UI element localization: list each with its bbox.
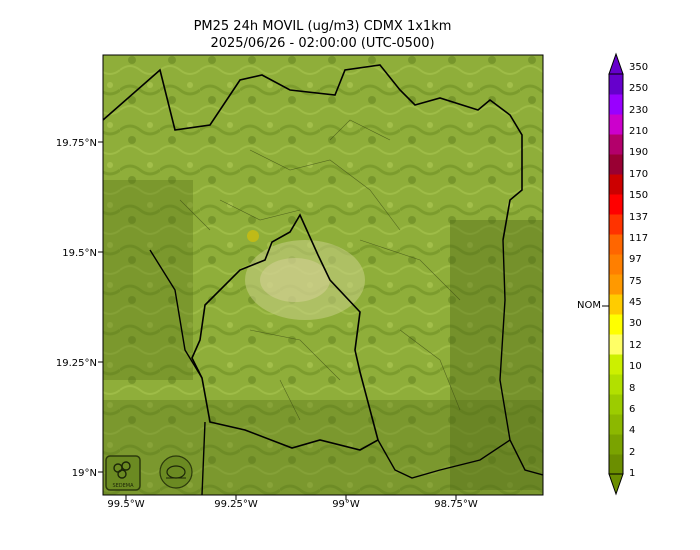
colorbar-level-label: 150 [629, 190, 649, 202]
colorbar-frame [608, 73, 624, 475]
colorbar-level-label: 170 [629, 168, 649, 180]
state-boundary-east [499, 239, 543, 476]
latitude-ticks: 19.75°N 19.5°N 19.25°N 19°N [56, 138, 103, 479]
colorbar-level-label: 117 [629, 232, 649, 244]
colorbar-level-label: 250 [629, 83, 649, 95]
colorbar-segment [609, 354, 623, 375]
colorbar-segment [609, 394, 623, 415]
lon-tick-label: 99.5°W [107, 499, 144, 510]
colorbar-level-label: 190 [629, 147, 649, 159]
colorbar-segment [609, 274, 623, 295]
lat-tick-label: 19°N [72, 468, 97, 479]
lat-tick-label: 19.75°N [56, 138, 97, 149]
colorbar-level-label: 350 [629, 62, 649, 73]
state-boundary-west [149, 249, 203, 379]
colorbar-extend-bottom [608, 473, 624, 496]
lat-tick-label: 19.25°N [56, 358, 97, 369]
colorbar-segment [609, 214, 623, 235]
sedema-logo: SEDEMA [105, 455, 141, 491]
mountain-shade-west [103, 180, 193, 380]
colorbar-level-label: 30 [629, 318, 642, 330]
mountain-shade-east [450, 220, 543, 490]
colorbar-segment [609, 94, 623, 115]
colorbar-segment [609, 134, 623, 155]
colorbar-segment [609, 154, 623, 175]
colorbar-level-label: 45 [629, 297, 642, 309]
colorbar-level-label: 8 [629, 382, 636, 394]
colorbar-segment [609, 414, 623, 435]
urban-area-core [260, 258, 330, 302]
title-line-1: PM25 24h MOVIL (ug/m3) CDMX 1x1km [193, 19, 452, 34]
colorbar-segment [609, 114, 623, 135]
colorbar-segment [609, 294, 623, 315]
state-boundary-north [103, 64, 523, 241]
colorbar-level-label: 2 [629, 446, 636, 458]
municipal-lines [179, 119, 461, 421]
colorbar-level-label: 1 [629, 468, 636, 479]
colorbar-segment [609, 434, 623, 455]
colorbar-segments [602, 52, 624, 496]
colorbar-segment [609, 374, 623, 395]
sedema-logo-text: SEDEMA [112, 483, 134, 489]
lon-tick-label: 99°W [332, 499, 360, 510]
longitude-ticks: 99.5°W 99.25°W 99°W 98.75°W [107, 495, 478, 510]
lat-tick-label: 19.5°N [62, 248, 97, 259]
colorbar-segment [609, 74, 623, 95]
title-line-2: 2025/06/26 - 02:00:00 (UTC-0500) [210, 36, 435, 51]
hotspot [247, 230, 259, 242]
colorbar-segment [609, 334, 623, 355]
colorbar-segment [609, 454, 623, 475]
colorbar-level-label: 97 [629, 254, 642, 266]
colorbar-segment [609, 174, 623, 195]
colorbar-segment [609, 234, 623, 255]
lon-tick-label: 98.75°W [434, 499, 478, 510]
lon-tick-label: 99.25°W [214, 499, 258, 510]
colorbar-level-label: 12 [629, 339, 642, 351]
colorbar-segment [609, 254, 623, 275]
colorbar-level-label: 10 [629, 361, 642, 373]
colorbar-extend-top [608, 52, 624, 75]
colorbar-level-label: 210 [629, 126, 649, 138]
map-frame [102, 54, 544, 496]
colorbar-level-label: 75 [629, 275, 642, 287]
colorbar-level-label: 230 [629, 104, 649, 116]
state-boundary-south [201, 421, 511, 495]
state-boundary-cdmx [191, 213, 379, 451]
colorbar-level-label: 4 [629, 425, 636, 437]
government-seal-logo [159, 455, 193, 489]
nom-label: NOM [577, 300, 601, 311]
colorbar-level-label: 137 [629, 211, 649, 223]
colorbar-segment [609, 314, 623, 335]
colorbar-level-label: 6 [629, 403, 636, 415]
colorbar-segment [609, 194, 623, 215]
